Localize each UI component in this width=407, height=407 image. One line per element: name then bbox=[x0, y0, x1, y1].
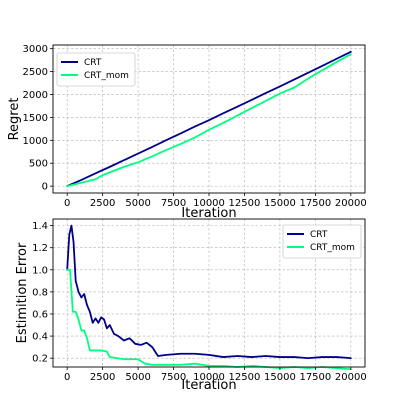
regret-y-tick-label: 2000 bbox=[23, 90, 48, 101]
regret-x-tick-label: 7500 bbox=[161, 198, 186, 209]
error-x-tick-label: 5000 bbox=[125, 372, 150, 383]
error-y-tick-label: 0.4 bbox=[32, 332, 48, 343]
error-x-tick-label: 7500 bbox=[161, 372, 186, 383]
regret-legend: CRT CRT_mom bbox=[56, 52, 136, 87]
error-legend: CRT CRT_mom bbox=[282, 224, 362, 259]
regret-y-tick-label: 0 bbox=[42, 182, 48, 193]
error-x-tick-label: 17500 bbox=[299, 372, 331, 383]
regret-y-tick-label: 2500 bbox=[23, 67, 48, 78]
error-y-axis-label: Estimition Error bbox=[15, 242, 30, 343]
error-x-tick-label: 15000 bbox=[264, 372, 296, 383]
regret-series-line-crt-mom bbox=[66, 53, 352, 188]
error-series-line-crt-mom bbox=[66, 268, 352, 371]
error-x-tick-label: 12500 bbox=[229, 372, 261, 383]
error-y-tick-label: 0.2 bbox=[32, 354, 48, 365]
regret-ticks: 0 2500 5000 7500 10000 12500 15000 17500 20000 0 5… bbox=[23, 44, 367, 209]
error-x-tick-label: 10000 bbox=[193, 372, 225, 383]
error-ticks: 0 2500 5000 7500 10000 12500 15000 17500 20000 0.… bbox=[32, 221, 367, 383]
error-y-tick-label: 1.4 bbox=[32, 221, 48, 232]
regret-legend-label-crt-mom: CRT_mom bbox=[84, 71, 129, 81]
regret-x-tick-label: 15000 bbox=[264, 198, 296, 209]
estimation-error-chart: 0 2500 5000 7500 10000 12500 15000 17500 20000 0.… bbox=[15, 218, 367, 393]
regret-x-axis-label: Iteration bbox=[181, 206, 236, 221]
error-series bbox=[66, 224, 352, 371]
regret-x-tick-label: 17500 bbox=[299, 198, 331, 209]
error-legend-label-crt: CRT bbox=[310, 230, 328, 240]
regret-y-tick-label: 500 bbox=[29, 159, 48, 170]
error-y-tick-label: 1.0 bbox=[32, 265, 48, 276]
regret-legend-label-crt: CRT bbox=[84, 58, 102, 68]
regret-x-tick-label: 12500 bbox=[229, 198, 261, 209]
error-legend-label-crt-mom: CRT_mom bbox=[310, 243, 355, 253]
error-y-tick-label: 0.8 bbox=[32, 287, 48, 298]
regret-y-tick-label: 1500 bbox=[23, 113, 48, 124]
error-x-tick-label: 2500 bbox=[90, 372, 115, 383]
regret-x-tick-label: 20000 bbox=[335, 198, 367, 209]
regret-x-tick-label: 5000 bbox=[125, 198, 150, 209]
regret-x-tick-label: 10000 bbox=[193, 198, 225, 209]
regret-x-tick-label: 2500 bbox=[90, 198, 115, 209]
error-series-line-crt bbox=[66, 224, 352, 360]
regret-y-tick-label: 1000 bbox=[23, 136, 48, 147]
error-x-axis-label: Iteration bbox=[181, 378, 236, 393]
error-y-tick-label: 1.2 bbox=[32, 243, 48, 254]
regret-chart: 0 2500 5000 7500 10000 12500 15000 17500 20000 0 5… bbox=[7, 44, 367, 221]
regret-y-tick-label: 3000 bbox=[23, 44, 48, 55]
error-x-tick-label: 20000 bbox=[335, 372, 367, 383]
regret-y-axis-label: Regret bbox=[7, 98, 22, 141]
regret-series-line-crt bbox=[66, 50, 352, 188]
error-y-tick-label: 0.6 bbox=[32, 309, 48, 320]
regret-x-tick-label: 0 bbox=[64, 198, 70, 209]
regret-series bbox=[66, 50, 352, 188]
error-x-tick-label: 0 bbox=[64, 372, 70, 383]
